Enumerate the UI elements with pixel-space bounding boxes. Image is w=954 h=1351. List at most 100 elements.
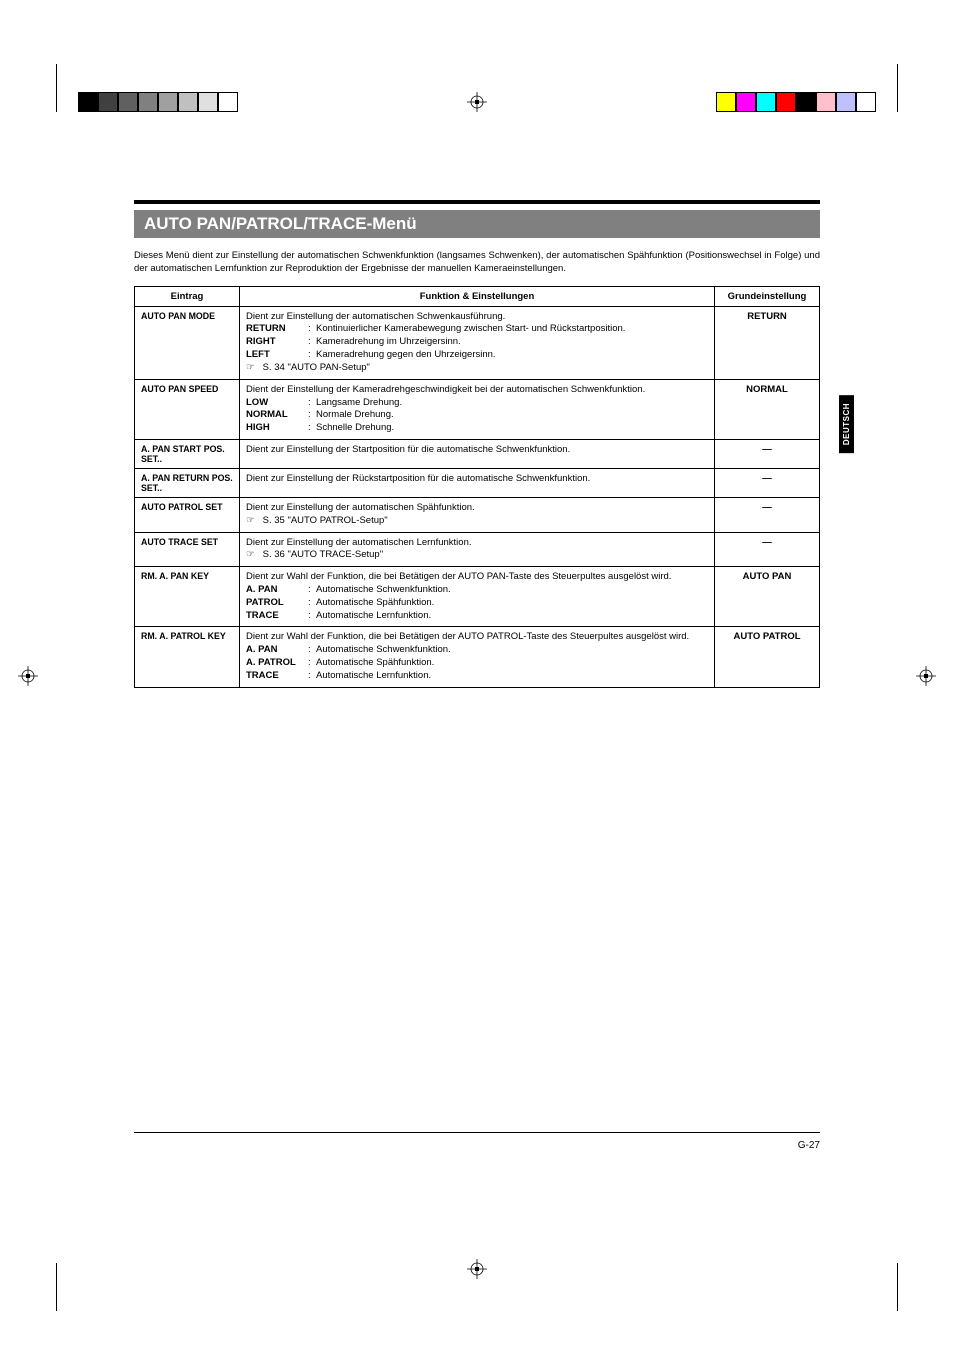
table-header-row: Eintrag Funktion & Einstellungen Grundei…	[135, 286, 820, 306]
option-value: Kontinuierlicher Kamerabewegung zwischen…	[316, 323, 708, 336]
entry-name: AUTO TRACE SET	[135, 532, 240, 567]
crop-mark	[897, 1263, 898, 1311]
entry-description: Dient zur Wahl der Funktion, die bei Bet…	[240, 567, 715, 627]
table-row: AUTO PAN MODEDient zur Einstellung der a…	[135, 306, 820, 379]
registration-swatch	[756, 92, 776, 112]
section-title: AUTO PAN/PATROL/TRACE-Menü	[134, 210, 820, 238]
option-separator: :	[308, 397, 316, 410]
description-text: Dient zur Einstellung der automatischen …	[246, 311, 708, 324]
table-row: A. PAN START POS. SET.. Dient zur Einstel…	[135, 439, 820, 468]
registration-cross-icon	[467, 1259, 487, 1279]
registration-swatch	[98, 92, 118, 112]
entry-description: Dient zur Einstellung der Rückstartposit…	[240, 468, 715, 497]
entry-default: RETURN	[715, 306, 820, 379]
option-separator: :	[308, 610, 316, 623]
entry-name: A. PAN START POS. SET..	[135, 439, 240, 468]
description-text: Dient der Einstellung der Kameradrehgesc…	[246, 384, 708, 397]
crop-mark	[56, 64, 57, 112]
option-row: A. PATROL:Automatische Spähfunktion.	[246, 657, 708, 670]
option-separator: :	[308, 349, 316, 362]
entry-default: —	[715, 468, 820, 497]
registration-swatch	[178, 92, 198, 112]
crop-mark	[56, 1263, 57, 1311]
entry-default: —	[715, 532, 820, 567]
option-value: Normale Drehung.	[316, 409, 708, 422]
header-function: Funktion & Einstellungen	[240, 286, 715, 306]
entry-description: Dient zur Einstellung der automatischen …	[240, 306, 715, 379]
entry-description: Dient zur Wahl der Funktion, die bei Bet…	[240, 627, 715, 687]
option-row: A. PAN:Automatische Schwenkfunktion.	[246, 584, 708, 597]
option-row: A. PAN:Automatische Schwenkfunktion.	[246, 644, 708, 657]
registration-swatch	[736, 92, 756, 112]
language-tab: DEUTSCH	[839, 395, 854, 453]
option-separator: :	[308, 657, 316, 670]
option-key: PATROL	[246, 597, 308, 610]
option-value: Automatische Spähfunktion.	[316, 597, 708, 610]
option-row: TRACE:Automatische Lernfunktion.	[246, 670, 708, 683]
option-value: Automatische Lernfunktion.	[316, 670, 708, 683]
description-text: Dient zur Einstellung der Rückstartposit…	[246, 473, 708, 486]
registration-cross-icon	[467, 92, 487, 112]
entry-description: Dient zur Einstellung der automatischen …	[240, 497, 715, 532]
registration-swatch	[776, 92, 796, 112]
entry-name: RM. A. PATROL KEY	[135, 627, 240, 687]
entry-default: —	[715, 439, 820, 468]
reference-icon: ☞	[246, 515, 260, 528]
registration-swatch	[158, 92, 178, 112]
option-key: LEFT	[246, 349, 308, 362]
entry-description: Dient zur Einstellung der Startposition …	[240, 439, 715, 468]
registration-swatch	[836, 92, 856, 112]
entry-name: AUTO PAN SPEED	[135, 379, 240, 439]
entry-default: AUTO PAN	[715, 567, 820, 627]
registration-swatch	[796, 92, 816, 112]
option-key: A. PAN	[246, 644, 308, 657]
entry-name: RM. A. PAN KEY	[135, 567, 240, 627]
option-separator: :	[308, 644, 316, 657]
option-key: LOW	[246, 397, 308, 410]
reference-text: ☞ S. 35 "AUTO PATROL-Setup"	[246, 515, 708, 528]
reference-icon: ☞	[246, 549, 260, 562]
entry-name: AUTO PATROL SET	[135, 497, 240, 532]
table-row: AUTO PATROL SETDient zur Einstellung der…	[135, 497, 820, 532]
option-key: A. PATROL	[246, 657, 308, 670]
registration-strip-left	[78, 92, 238, 112]
description-text: Dient zur Wahl der Funktion, die bei Bet…	[246, 631, 708, 644]
entry-default: AUTO PATROL	[715, 627, 820, 687]
option-row: RETURN:Kontinuierlicher Kamerabewegung z…	[246, 323, 708, 336]
option-value: Schnelle Drehung.	[316, 422, 708, 435]
page-content: AUTO PAN/PATROL/TRACE-Menü Dieses Menü d…	[134, 200, 820, 688]
registration-cross-icon	[18, 666, 38, 686]
registration-cross-icon	[916, 666, 936, 686]
entry-description: Dient der Einstellung der Kameradrehgesc…	[240, 379, 715, 439]
option-separator: :	[308, 584, 316, 597]
option-row: HIGH:Schnelle Drehung.	[246, 422, 708, 435]
entry-name: A. PAN RETURN POS. SET..	[135, 468, 240, 497]
registration-swatch	[198, 92, 218, 112]
option-key: RETURN	[246, 323, 308, 336]
option-row: LEFT:Kameradrehung gegen den Uhrzeigersi…	[246, 349, 708, 362]
description-text: Dient zur Wahl der Funktion, die bei Bet…	[246, 571, 708, 584]
registration-swatch	[78, 92, 98, 112]
option-row: LOW:Langsame Drehung.	[246, 397, 708, 410]
option-value: Automatische Spähfunktion.	[316, 657, 708, 670]
option-key: HIGH	[246, 422, 308, 435]
header-default: Grundeinstellung	[715, 286, 820, 306]
table-row: A. PAN RETURN POS. SET.. Dient zur Einste…	[135, 468, 820, 497]
option-value: Kameradrehung im Uhrzeigersinn.	[316, 336, 708, 349]
description-text: Dient zur Einstellung der Startposition …	[246, 444, 708, 457]
table-row: AUTO TRACE SETDient zur Einstellung der …	[135, 532, 820, 567]
option-separator: :	[308, 670, 316, 683]
option-row: PATROL:Automatische Spähfunktion.	[246, 597, 708, 610]
option-key: A. PAN	[246, 584, 308, 597]
reference-text: ☞ S. 34 "AUTO PAN-Setup"	[246, 362, 708, 375]
entry-description: Dient zur Einstellung der automatischen …	[240, 532, 715, 567]
option-row: NORMAL:Normale Drehung.	[246, 409, 708, 422]
option-value: Automatische Schwenkfunktion.	[316, 584, 708, 597]
option-key: TRACE	[246, 610, 308, 623]
registration-swatch	[118, 92, 138, 112]
footer-rule	[134, 1132, 820, 1133]
option-value: Automatische Lernfunktion.	[316, 610, 708, 623]
table-row: AUTO PAN SPEED Dient der Einstellung der …	[135, 379, 820, 439]
option-value: Langsame Drehung.	[316, 397, 708, 410]
table-row: RM. A. PATROL KEY Dient zur Wahl der Funk…	[135, 627, 820, 687]
